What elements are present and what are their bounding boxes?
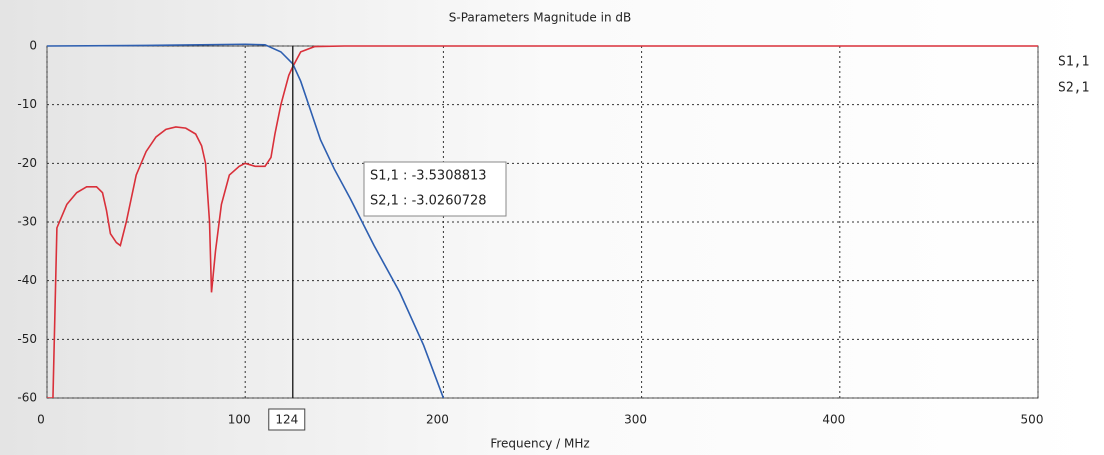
series-line [47,43,445,398]
series-line [47,45,1038,398]
x-tick-label: 0 [37,413,45,427]
x-axis-label: Frequency / MHz [490,437,589,451]
x-tick-label: 200 [426,413,449,427]
y-tick-label: -60 [17,391,37,405]
chart-title: S-Parameters Magnitude in dB [449,11,631,25]
y-tick-label: -30 [17,215,37,229]
x-tick-label: 100 [228,413,251,427]
legend-label: S1,1 [1058,55,1089,70]
x-tick-label: 400 [822,413,845,427]
marker-label: 124 [275,413,298,427]
annotation: S1,1 : -3.5308813 [370,169,487,184]
y-tick-label: -20 [17,156,37,170]
legend-label: S2,1 [1058,81,1089,96]
y-tick-label: -50 [17,332,37,346]
annotation: S2,1 : -3.0260728 [370,194,487,209]
marker-box [268,408,306,431]
x-tick-label: 300 [624,413,647,427]
annotation-box [363,161,507,217]
y-tick-label: -40 [17,273,37,287]
y-tick-label: -10 [17,97,37,111]
y-tick-label: 0 [29,39,37,53]
x-tick-label: 500 [1021,413,1044,427]
